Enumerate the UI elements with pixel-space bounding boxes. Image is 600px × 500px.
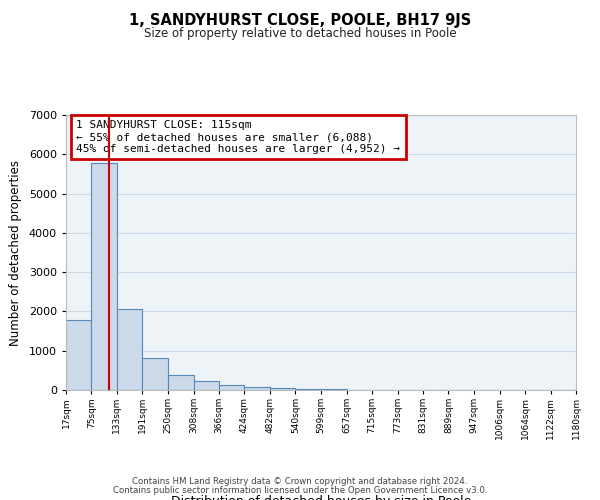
Bar xyxy=(142,358,168,390)
Y-axis label: Number of detached properties: Number of detached properties xyxy=(9,160,22,346)
Bar xyxy=(66,320,91,390)
Text: Size of property relative to detached houses in Poole: Size of property relative to detached ho… xyxy=(143,28,457,40)
Bar xyxy=(168,376,194,390)
Bar xyxy=(244,386,270,390)
Bar xyxy=(117,309,142,390)
Text: Contains public sector information licensed under the Open Government Licence v3: Contains public sector information licen… xyxy=(113,486,487,495)
Bar xyxy=(295,389,321,390)
Text: 1, SANDYHURST CLOSE, POOLE, BH17 9JS: 1, SANDYHURST CLOSE, POOLE, BH17 9JS xyxy=(129,12,471,28)
Bar xyxy=(194,380,219,390)
Bar xyxy=(270,388,295,390)
X-axis label: Distribution of detached houses by size in Poole: Distribution of detached houses by size … xyxy=(171,494,471,500)
Bar xyxy=(91,163,117,390)
Text: 1 SANDYHURST CLOSE: 115sqm
← 55% of detached houses are smaller (6,088)
45% of s: 1 SANDYHURST CLOSE: 115sqm ← 55% of deta… xyxy=(76,120,400,154)
Bar xyxy=(219,386,244,390)
Text: Contains HM Land Registry data © Crown copyright and database right 2024.: Contains HM Land Registry data © Crown c… xyxy=(132,477,468,486)
